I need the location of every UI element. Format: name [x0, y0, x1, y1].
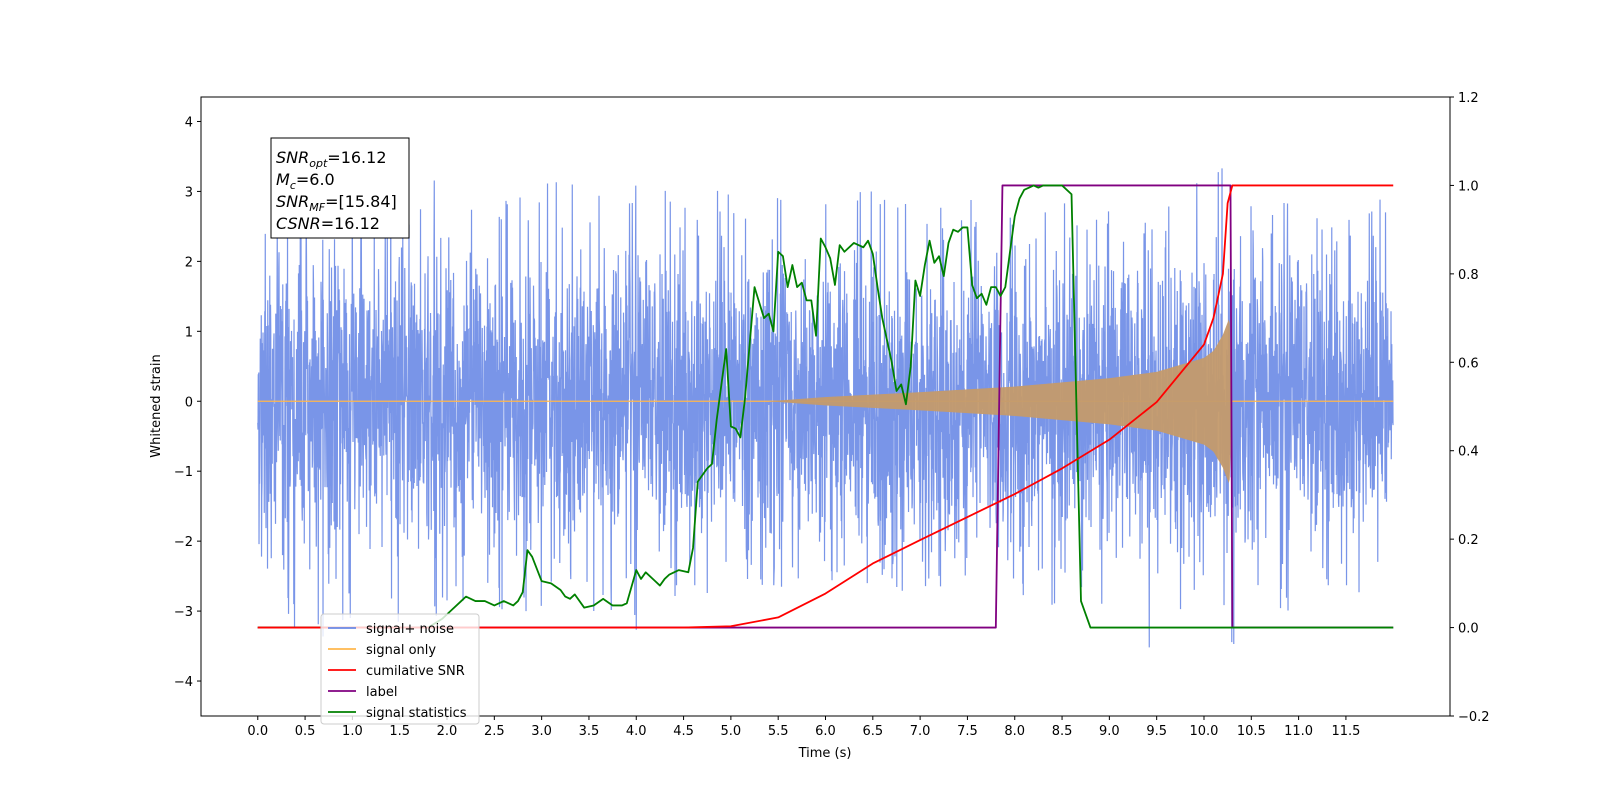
x-tick-label: 6.5: [862, 724, 883, 739]
y-left-tick-label: 2: [185, 255, 193, 270]
y-left-tick-label: −4: [174, 675, 193, 690]
x-tick-label: 3.0: [531, 724, 552, 739]
x-tick-label: 9.5: [1146, 724, 1167, 739]
annotation-value: =16.12: [321, 214, 380, 233]
legend-label: signal+ noise: [366, 622, 454, 637]
y-left-tick-label: 1: [185, 325, 193, 340]
legend-label: signal only: [366, 643, 436, 658]
y-right-tick-label: −0.2: [1458, 710, 1490, 725]
y-right-tick-label: 0.2: [1458, 533, 1479, 548]
series-layer: [257, 168, 1394, 648]
x-tick-label: 11.5: [1331, 724, 1360, 739]
series-cumulative-snr: [257, 184, 1394, 629]
x-tick-label: 4.0: [626, 724, 647, 739]
x-tick-label: 9.0: [1099, 724, 1120, 739]
x-tick-label: 2.0: [437, 724, 458, 739]
x-tick-label: 0.5: [295, 724, 316, 739]
x-tick-label: 11.0: [1284, 724, 1313, 739]
legend-items: signal+ noise signal only cumilative SNR la…: [328, 622, 467, 721]
x-tick-label: 7.5: [957, 724, 978, 739]
legend-label: cumilative SNR: [366, 664, 465, 679]
annotation-subscript: MF: [309, 201, 325, 214]
annotation-line: SNRMF=[15.84]: [276, 192, 397, 214]
x-tick-label: 3.5: [579, 724, 600, 739]
y-left-tick-label: −3: [174, 605, 193, 620]
annotation-box: SNRopt=16.12Mc=6.0SNRMF=[15.84]CSNR=16.1…: [270, 137, 410, 239]
legend-label: label: [366, 685, 397, 700]
y-right-tick-label: 0.4: [1458, 445, 1479, 460]
legend-label: signal statistics: [366, 706, 467, 721]
annotation-symbol: SNR: [276, 192, 309, 211]
x-tick-label: 8.5: [1052, 724, 1073, 739]
annotation-line: CSNR=16.12: [276, 214, 380, 233]
x-tick-label: 4.5: [673, 724, 694, 739]
x-tick-label: 10.0: [1190, 724, 1219, 739]
annotation-value: =6.0: [296, 170, 335, 189]
y-left-axis-ticks: 4 3 2 1 0 −1 −2 −3 −4: [174, 115, 201, 690]
y-left-tick-label: 0: [185, 395, 193, 410]
annotation-lines: SNRopt=16.12Mc=6.0SNRMF=[15.84]CSNR=16.1…: [276, 148, 397, 233]
annotation-symbol: SNR: [276, 148, 309, 167]
y-left-tick-label: 4: [185, 115, 193, 130]
annotation-line: SNRopt=16.12: [276, 148, 387, 170]
series-signal-only: [768, 319, 1232, 484]
x-axis-ticks: 0.0 0.5 1.0 1.5 2.0 2.5 3.0 3.5 4.0 4.5 5.0 5.5 6.0 6…: [247, 716, 1360, 739]
x-tick-label: 10.5: [1237, 724, 1266, 739]
annotation-value: =[15.84]: [325, 192, 397, 211]
y-right-axis-ticks: 1.2 1.0 0.8 0.6 0.4 0.2 0.0 −0.2: [1450, 91, 1490, 725]
annotation-subscript: c: [290, 179, 296, 192]
y-left-tick-label: −2: [174, 535, 193, 550]
y-left-tick-label: −1: [174, 465, 193, 480]
x-tick-label: 0.0: [247, 724, 268, 739]
x-axis-label: Time (s): [798, 746, 852, 761]
x-tick-label: 8.0: [1004, 724, 1025, 739]
y-right-tick-label: 0.8: [1458, 268, 1479, 283]
annotation-frame: [270, 137, 410, 239]
y-left-tick-label: 3: [185, 185, 193, 200]
x-tick-label: 2.5: [484, 724, 505, 739]
y-right-tick-label: 1.0: [1458, 179, 1479, 194]
x-tick-label: 5.0: [721, 724, 742, 739]
x-tick-label: 1.5: [389, 724, 410, 739]
annotation-line: Mc=6.0: [276, 170, 335, 192]
y-right-tick-label: 1.2: [1458, 91, 1479, 106]
annotation-value: =16.12: [327, 148, 386, 167]
y-left-axis-label: Whitened strain: [149, 354, 164, 457]
annotation-symbol: M: [276, 170, 290, 189]
y-right-tick-label: 0.0: [1458, 622, 1479, 637]
x-tick-label: 7.0: [910, 724, 931, 739]
annotation-subscript: opt: [309, 157, 328, 170]
x-tick-label: 5.5: [768, 724, 789, 739]
series-signal-statistics: [257, 184, 1394, 629]
annotation-symbol: CSNR: [276, 214, 321, 233]
legend-frame: [320, 613, 480, 725]
legend: signal+ noise signal only cumilative SNR la…: [320, 613, 480, 725]
x-tick-label: 6.0: [815, 724, 836, 739]
x-tick-label: 1.0: [342, 724, 363, 739]
y-right-tick-label: 0.6: [1458, 356, 1479, 371]
